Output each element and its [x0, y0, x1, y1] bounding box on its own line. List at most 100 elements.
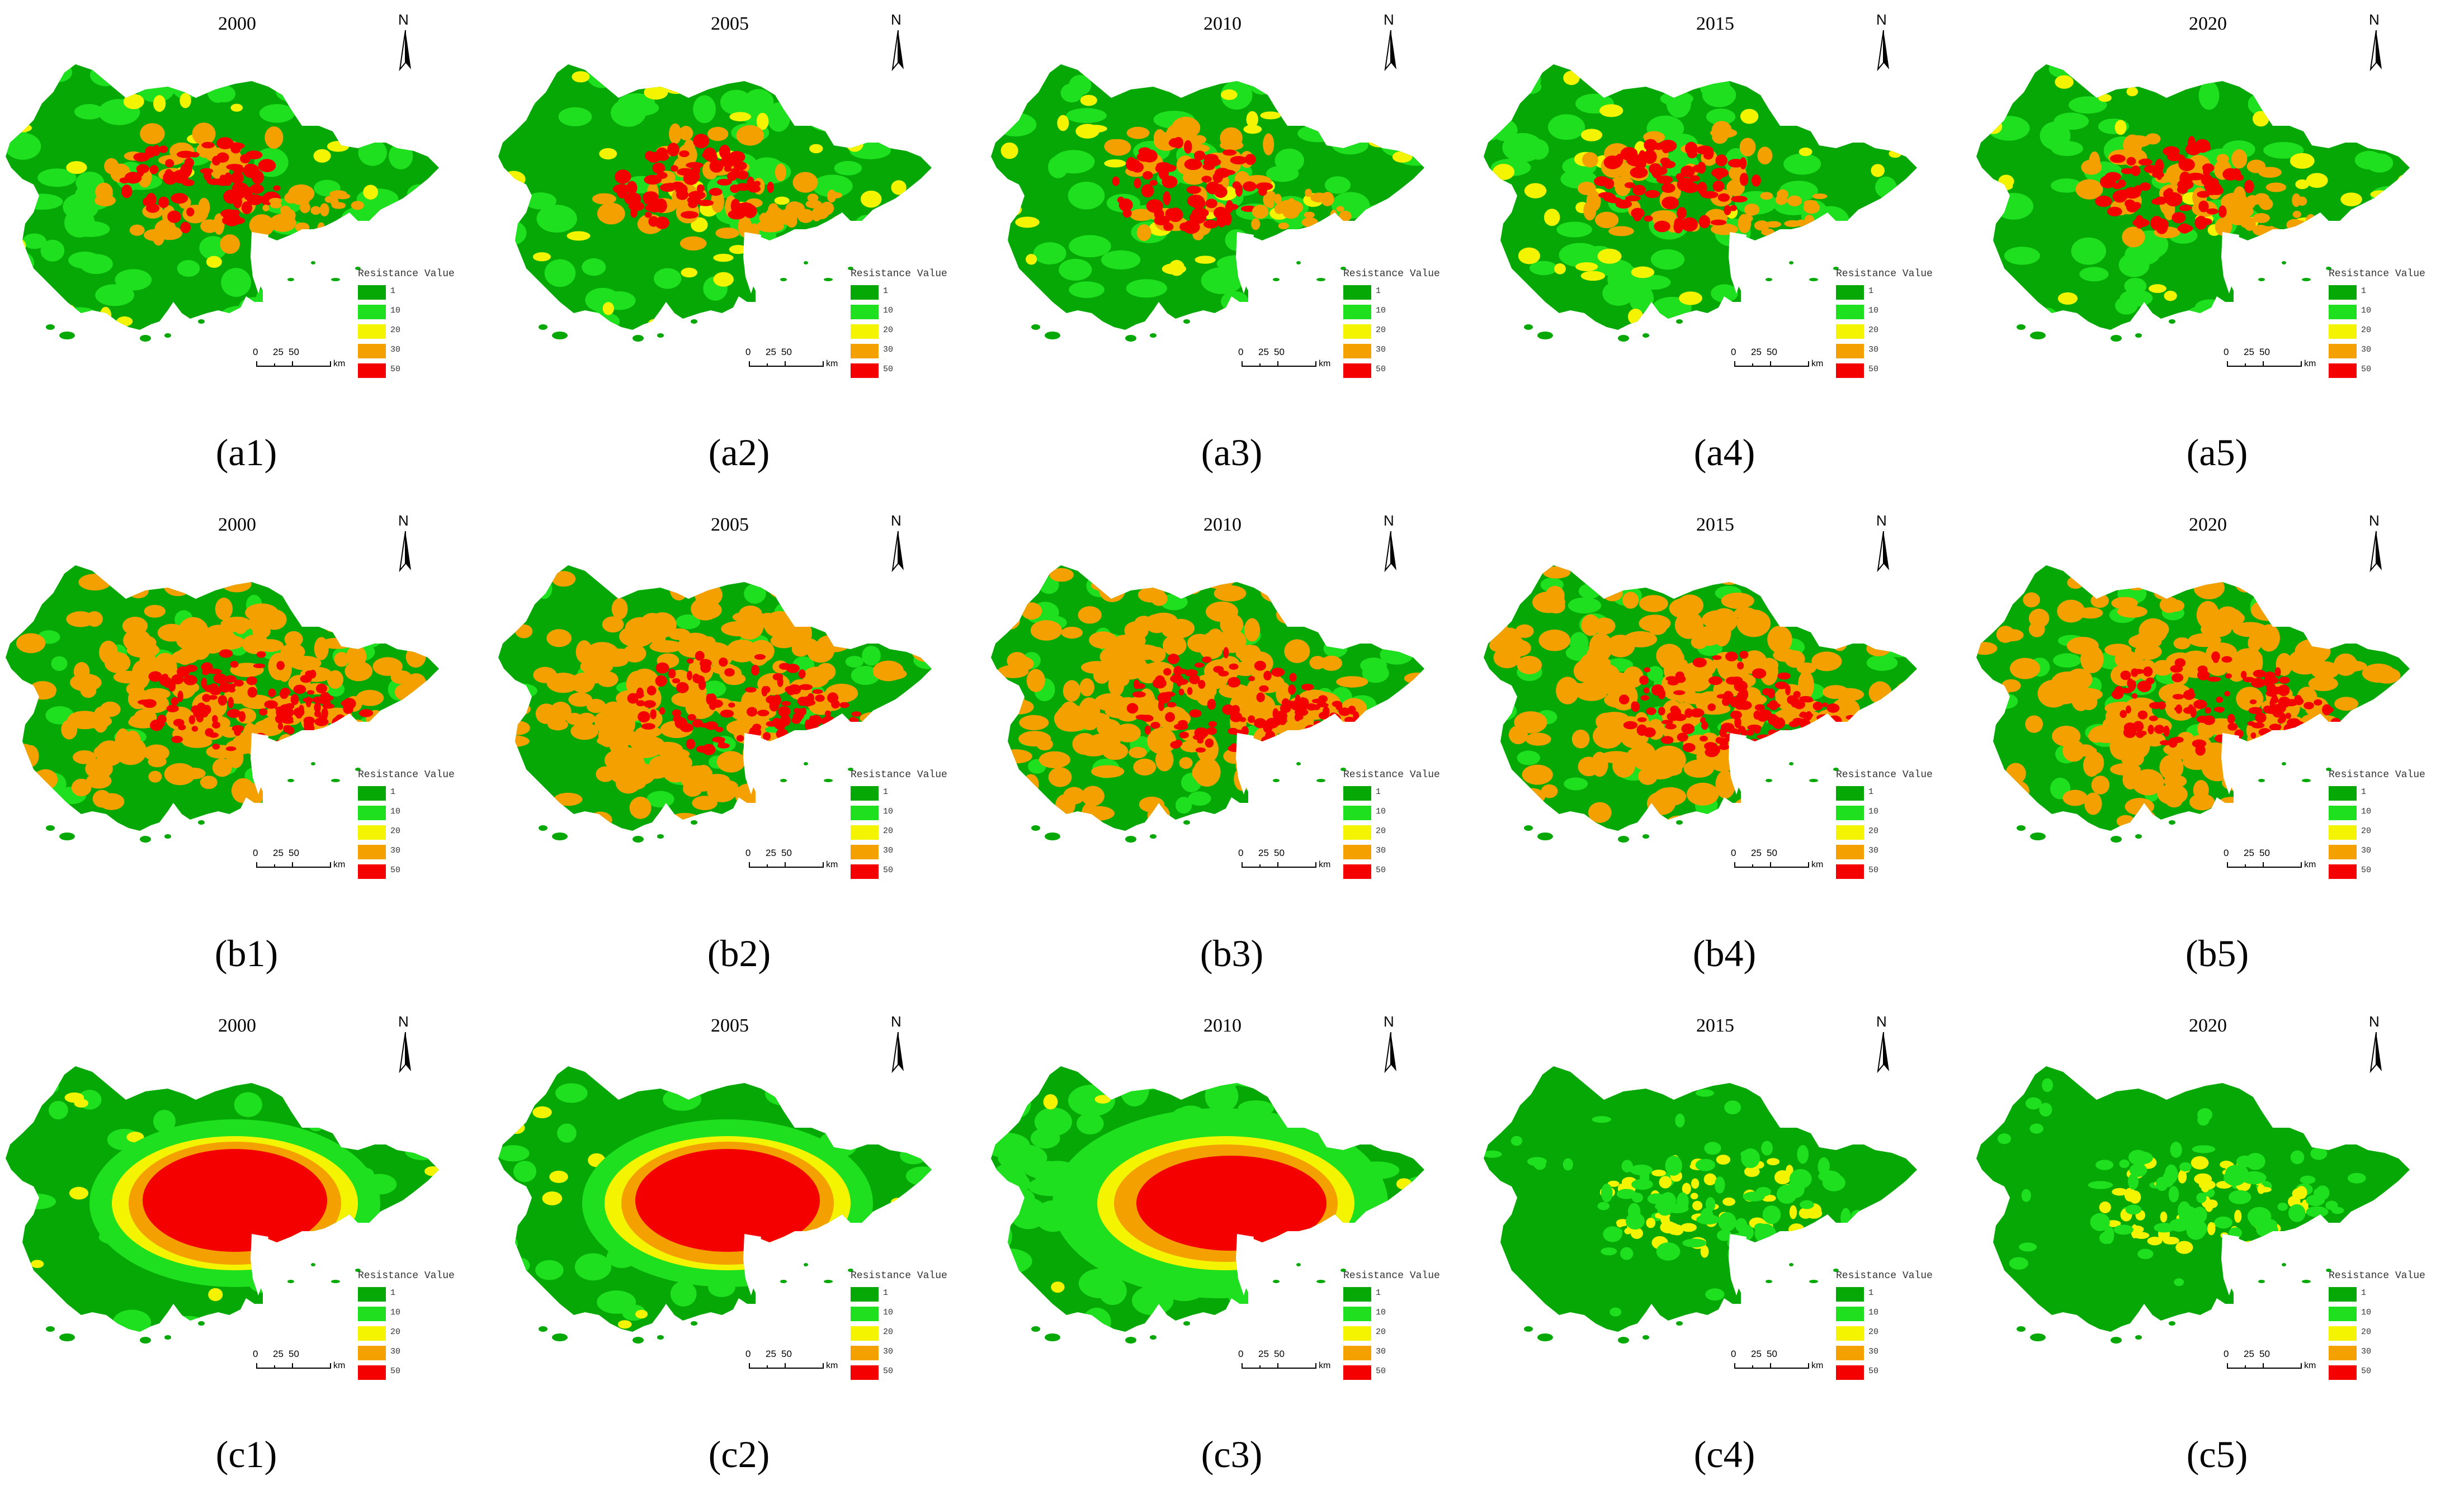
north-arrow-icon: N [1380, 1013, 1402, 1075]
legend-value: 20 [1376, 1327, 1386, 1337]
legend-value: 10 [1868, 1308, 1879, 1317]
legend-value: 10 [883, 306, 894, 315]
island [1273, 779, 1280, 782]
island [1642, 333, 1649, 338]
scale-unit: km [1811, 359, 1824, 368]
island [164, 333, 171, 338]
scale-tick-label: 25 [1258, 1349, 1269, 1359]
legend-swatch [1343, 363, 1371, 378]
legend-item: 50 [358, 1363, 487, 1383]
island [657, 333, 664, 338]
scale-tick-label: 50 [1767, 848, 1777, 858]
map-year: 2015 [1696, 1015, 1734, 1036]
legend-swatch [1836, 1326, 1864, 1341]
legend-swatch [1836, 864, 1864, 879]
legend-item: 10 [1836, 302, 1965, 322]
resistance-map [498, 64, 932, 342]
island [1676, 820, 1683, 825]
legend-swatch [2329, 363, 2357, 378]
scale-tick-label: 0 [1238, 1349, 1244, 1359]
island [1273, 278, 1280, 281]
legend-item: 30 [1836, 843, 1965, 862]
legend-item: 30 [1836, 342, 1965, 361]
north-label: N [2369, 512, 2380, 529]
legend-item: 20 [2329, 823, 2457, 843]
north-arrow-icon: N [1872, 1013, 1895, 1075]
north-label: N [398, 512, 409, 529]
legend-value: 50 [883, 1366, 894, 1376]
legend-value: 30 [883, 345, 894, 354]
island [1618, 335, 1629, 342]
legend-value: 20 [883, 826, 894, 836]
legend-swatch [851, 864, 879, 879]
island [539, 1326, 547, 1332]
island [1524, 825, 1533, 831]
legend-value: 10 [2361, 306, 2372, 315]
island [198, 319, 205, 324]
legend-item: 20 [1343, 322, 1472, 342]
island [2326, 267, 2331, 270]
scale-tick-label: 25 [766, 1349, 776, 1359]
scale-bar: 0 25 50 km [2222, 848, 2323, 876]
island [539, 825, 547, 831]
panel-label: (b4) [1692, 932, 1757, 975]
legend-item: 30 [2329, 1344, 2457, 1363]
scale-bar: 0 25 50 km [1730, 347, 1830, 375]
legend-title: Resistance Value [358, 1270, 455, 1281]
legend-swatch [1343, 285, 1371, 300]
legend-value: 50 [2361, 365, 2372, 374]
legend-title: Resistance Value [1343, 1270, 1440, 1281]
island [691, 820, 697, 825]
legend-value: 30 [1376, 846, 1386, 855]
resistance-map [991, 1066, 1424, 1344]
island [140, 836, 151, 843]
island [1676, 319, 1683, 324]
north-arrow-icon: N [2365, 1013, 2387, 1075]
island [780, 278, 787, 281]
panel-label: (b2) [707, 932, 771, 975]
map-year: 2010 [1203, 1015, 1242, 1036]
island [355, 768, 361, 771]
north-label: N [1384, 512, 1394, 529]
island [1524, 1326, 1533, 1332]
island [1766, 278, 1772, 281]
panel-label: (b3) [1200, 932, 1264, 975]
scale-tick-label: 0 [1238, 848, 1244, 858]
legend-swatch [1343, 324, 1371, 339]
legend-item: 10 [1836, 803, 1965, 823]
island [848, 267, 853, 270]
island [164, 834, 171, 839]
island [46, 324, 55, 330]
legend-value: 30 [390, 846, 401, 855]
island [1789, 762, 1793, 765]
legend-item: 30 [1343, 843, 1472, 862]
resistance-patches [6, 1066, 439, 1332]
legend-swatch [851, 1346, 879, 1360]
legend-swatch [358, 363, 386, 378]
legend: Resistance Value 1 10 20 30 50 [1343, 268, 1472, 381]
legend-value: 10 [2361, 807, 2372, 816]
legend-value: 20 [390, 1327, 401, 1337]
island [1183, 319, 1190, 324]
scale-tick-label: 25 [2244, 848, 2254, 858]
legend-swatch [1343, 786, 1371, 801]
legend-value: 1 [1376, 787, 1381, 797]
legend-swatch [1343, 1307, 1371, 1321]
legend-item: 10 [2329, 803, 2457, 823]
legend-swatch [2329, 825, 2357, 840]
legend: Resistance Value 1 10 20 30 50 [851, 268, 979, 381]
north-arrow-icon: N [2365, 11, 2387, 73]
legend-value: 20 [390, 325, 401, 335]
legend-value: 20 [1868, 1327, 1879, 1337]
legend-swatch [1343, 344, 1371, 358]
scale-bar: 0 25 50 km [744, 347, 845, 375]
island [2282, 261, 2286, 264]
map-panel: 2015 N Resistance Value 1 10 20 30 50 0 25 50 km (b4… [1478, 501, 1971, 1002]
legend-item: 30 [1343, 342, 1472, 361]
legend-swatch [1343, 806, 1371, 820]
legend: Resistance Value 1 10 20 30 50 [2329, 268, 2457, 381]
island [311, 261, 315, 264]
panel-label: (c3) [1201, 1433, 1263, 1475]
legend-item: 30 [851, 1344, 979, 1363]
